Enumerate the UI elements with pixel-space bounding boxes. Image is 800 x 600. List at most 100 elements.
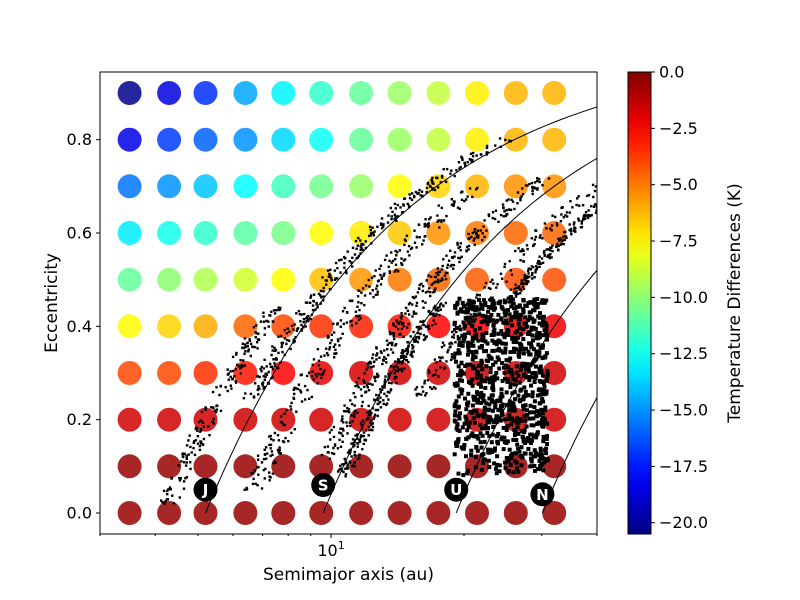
- particle: [502, 300, 507, 305]
- particle: [464, 437, 469, 441]
- particle: [456, 336, 461, 341]
- particle: [368, 234, 371, 238]
- temperature-marker: [117, 454, 142, 479]
- particle: [471, 416, 476, 421]
- particle: [510, 273, 514, 276]
- particle: [455, 383, 460, 387]
- particle: [208, 434, 211, 437]
- particle: [538, 265, 541, 268]
- particle: [333, 443, 337, 446]
- particle: [306, 374, 309, 378]
- particle: [463, 364, 468, 368]
- particle: [466, 161, 469, 164]
- particle: [330, 279, 333, 282]
- particle: [390, 251, 393, 254]
- particle: [369, 418, 373, 422]
- particle: [504, 138, 507, 142]
- particle: [348, 260, 351, 263]
- particle: [422, 338, 426, 342]
- particle: [524, 367, 528, 372]
- particle: [196, 442, 200, 445]
- particle: [463, 396, 467, 401]
- particle: [447, 259, 451, 262]
- particle: [455, 422, 460, 426]
- particle: [525, 332, 530, 336]
- particle: [171, 494, 174, 497]
- particle: [194, 439, 197, 442]
- particle: [286, 327, 289, 330]
- particle: [421, 289, 424, 293]
- particle: [371, 226, 374, 229]
- particle: [263, 448, 266, 451]
- particle: [385, 339, 389, 342]
- particle: [494, 399, 499, 404]
- particle: [199, 440, 203, 443]
- temperature-marker: [426, 81, 451, 105]
- particle: [476, 371, 481, 376]
- particle: [541, 333, 546, 338]
- particle: [241, 346, 244, 349]
- particle: [387, 214, 390, 217]
- particle: [486, 450, 491, 455]
- particle: [312, 378, 315, 381]
- particle: [234, 381, 238, 384]
- particle: [436, 214, 439, 217]
- temperature-marker: [157, 407, 182, 432]
- particle: [358, 314, 361, 317]
- particle: [361, 400, 364, 404]
- particle: [194, 427, 197, 431]
- particle: [269, 454, 272, 458]
- particle: [466, 352, 470, 357]
- particle: [476, 307, 481, 312]
- particle: [298, 313, 302, 316]
- particle: [538, 392, 543, 397]
- particle: [457, 428, 462, 433]
- particle: [491, 278, 494, 282]
- particle: [264, 372, 267, 375]
- particle: [334, 343, 337, 346]
- particle: [311, 363, 314, 367]
- particle: [470, 357, 475, 362]
- particle: [516, 191, 520, 194]
- particle: [378, 388, 382, 391]
- particle: [429, 294, 432, 298]
- particle: [551, 244, 554, 247]
- particle: [317, 364, 321, 367]
- particle: [312, 300, 315, 303]
- particle: [269, 437, 273, 441]
- particle: [544, 446, 549, 451]
- particle: [493, 340, 498, 344]
- particle: [511, 315, 516, 320]
- particle: [429, 291, 432, 294]
- particle: [487, 420, 492, 425]
- particle: [271, 345, 274, 348]
- particle: [474, 305, 479, 310]
- particle: [491, 375, 496, 380]
- particle: [382, 402, 385, 406]
- particle: [484, 364, 489, 369]
- temperature-marker: [271, 361, 296, 385]
- particle: [531, 416, 536, 421]
- particle: [329, 268, 332, 271]
- particle: [184, 464, 188, 467]
- temperature-marker: [349, 501, 374, 525]
- particle: [384, 375, 387, 378]
- particle: [322, 290, 325, 293]
- particle: [442, 304, 445, 307]
- particle: [495, 355, 500, 360]
- particle: [453, 174, 456, 178]
- particle: [522, 451, 527, 456]
- particle: [401, 360, 405, 363]
- particle: [545, 372, 550, 377]
- particle: [185, 444, 189, 447]
- particle: [411, 355, 414, 358]
- particle: [371, 383, 374, 386]
- particle: [432, 314, 435, 318]
- particle: [458, 373, 463, 378]
- particle: [538, 364, 543, 369]
- particle: [487, 286, 491, 290]
- particle: [531, 338, 535, 343]
- particle: [539, 234, 542, 237]
- particle: [512, 433, 517, 438]
- particle: [372, 360, 376, 363]
